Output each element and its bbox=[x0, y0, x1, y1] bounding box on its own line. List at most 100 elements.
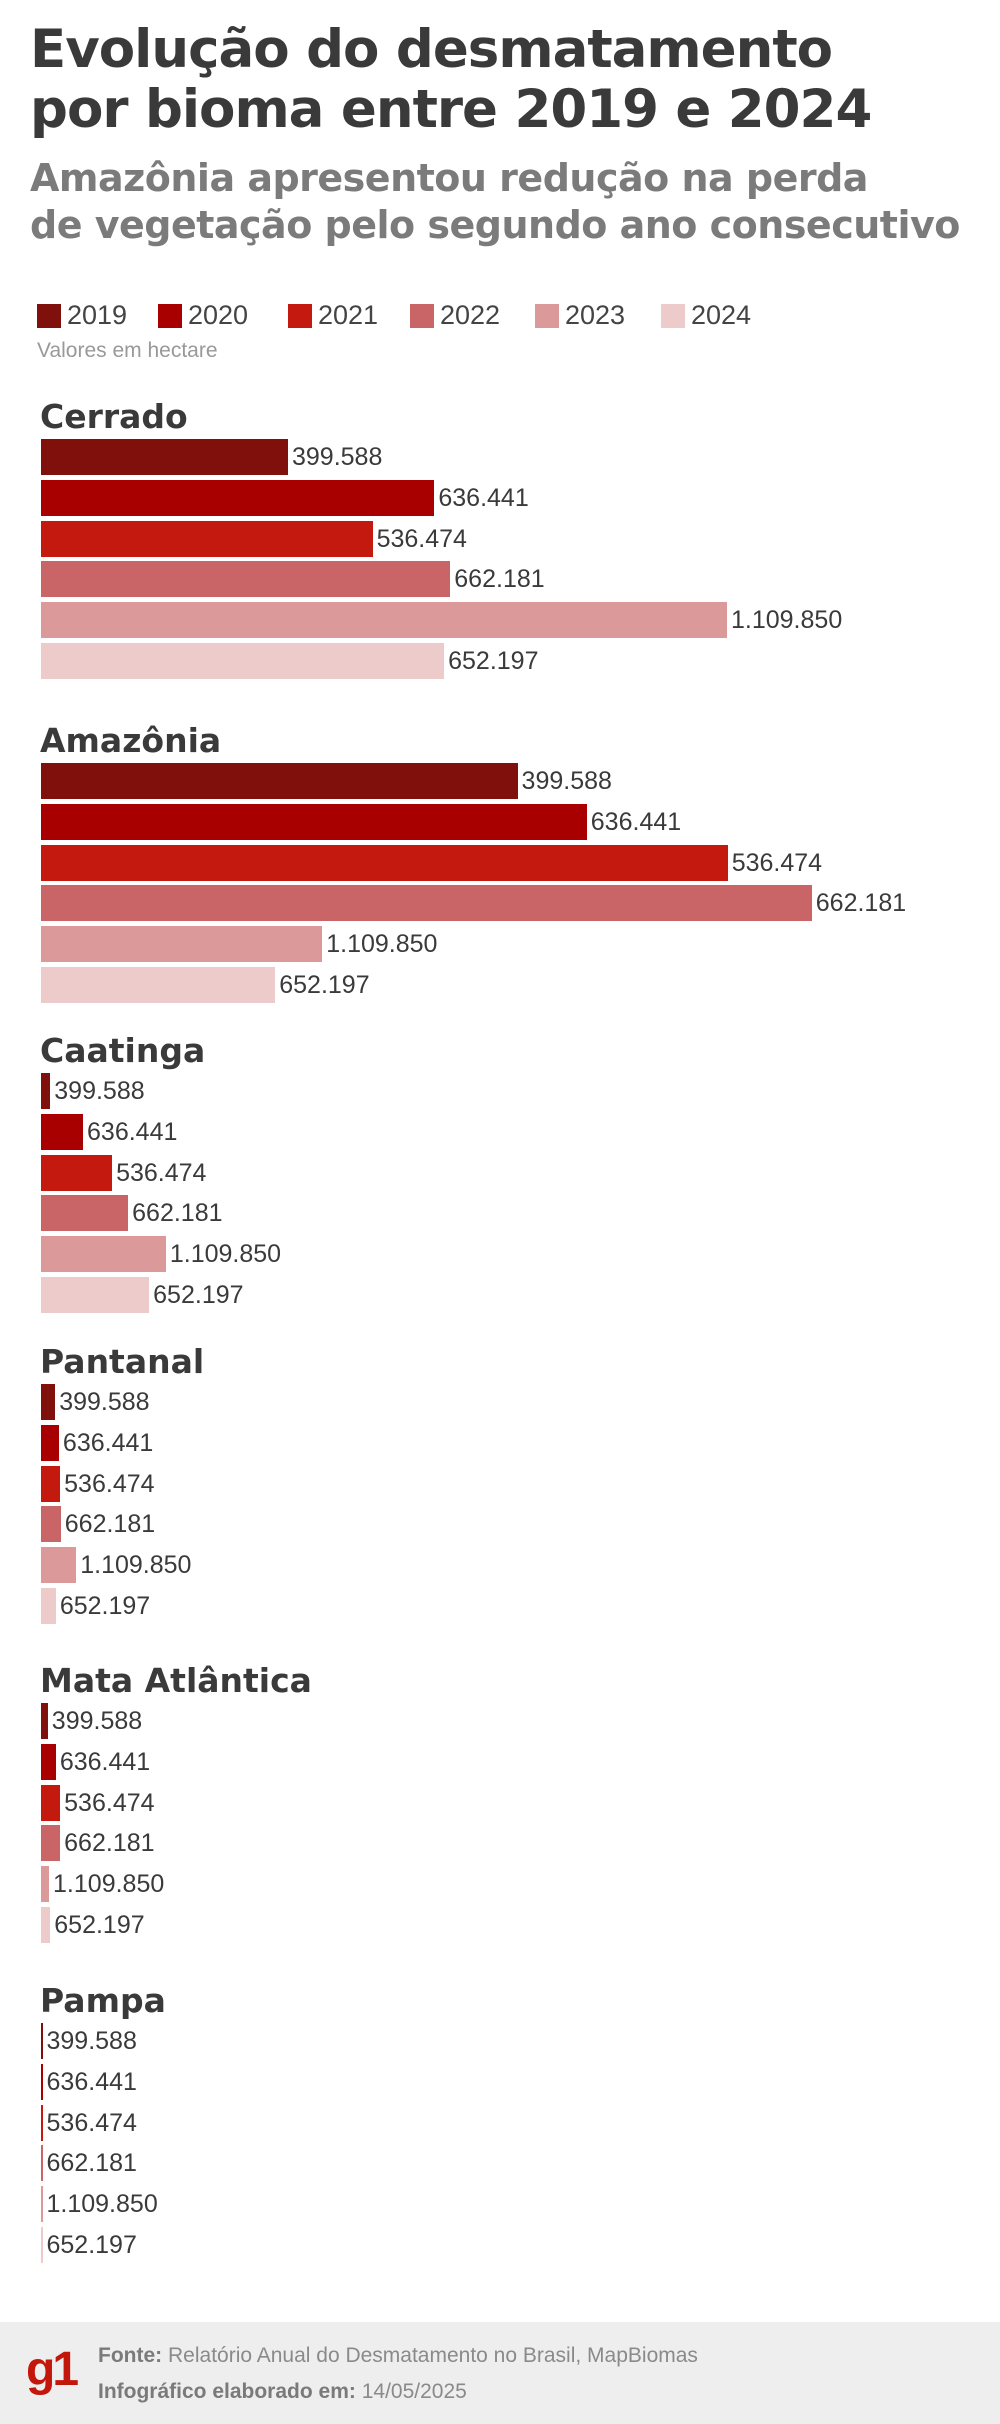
title-line-1: Evolução do desmatamento bbox=[30, 19, 833, 80]
bar-2023 bbox=[41, 1866, 50, 1903]
source-label: Fonte: bbox=[98, 2344, 163, 2367]
data-label: 536.474 bbox=[116, 1158, 207, 1187]
bar-2024 bbox=[41, 643, 445, 679]
bar-2022 bbox=[41, 561, 451, 598]
bar-2020 bbox=[41, 1424, 59, 1461]
data-label: 662.181 bbox=[64, 1829, 155, 1858]
bar-2024 bbox=[41, 967, 276, 1003]
biome-title: Cerrado bbox=[40, 397, 188, 436]
bar-2020 bbox=[41, 2063, 43, 2100]
bar-2021 bbox=[41, 1465, 61, 1502]
bar-2021 bbox=[41, 520, 373, 557]
bar-2019 bbox=[41, 439, 288, 475]
biome-title: Amazônia bbox=[40, 721, 222, 760]
bar-2024 bbox=[41, 2227, 43, 2263]
data-label: 399.588 bbox=[54, 1077, 145, 1105]
legend-item-2020: 2020 bbox=[158, 300, 248, 331]
bar-2019 bbox=[41, 1384, 56, 1420]
bar-2023 bbox=[41, 926, 323, 963]
data-label: 399.588 bbox=[521, 767, 612, 795]
legend-item-2022: 2022 bbox=[410, 300, 500, 331]
data-label: 399.588 bbox=[291, 443, 383, 471]
bar-2020 bbox=[41, 479, 435, 516]
data-label: 636.441 bbox=[438, 483, 529, 512]
data-label: 399.588 bbox=[46, 2027, 137, 2055]
data-label: 536.474 bbox=[376, 524, 467, 553]
legend-swatch bbox=[37, 303, 61, 328]
subtitle: Amazônia apresentou redução na perda de … bbox=[30, 155, 960, 249]
bar-2021 bbox=[41, 1784, 61, 1821]
bar-2019 bbox=[41, 1703, 48, 1739]
data-label: 536.474 bbox=[731, 848, 823, 877]
data-label: 636.441 bbox=[59, 1747, 151, 1776]
data-label: 662.181 bbox=[815, 889, 907, 918]
data-label: 636.441 bbox=[46, 2067, 137, 2096]
legend-item-2024: 2024 bbox=[661, 300, 751, 331]
legend-label: 2022 bbox=[440, 300, 501, 330]
data-label: 652.197 bbox=[448, 647, 539, 675]
data-label: 652.197 bbox=[59, 1592, 151, 1620]
legend-label: 2024 bbox=[691, 300, 752, 330]
biome-title: Pantanal bbox=[40, 1342, 205, 1381]
date-value: 14/05/2025 bbox=[361, 2380, 467, 2403]
data-label: 536.474 bbox=[64, 1788, 155, 1817]
date-line: Infográfico elaborado em: 14/05/2025 bbox=[98, 2380, 467, 2404]
legend-label: 2023 bbox=[565, 300, 626, 330]
legend-item-2023: 2023 bbox=[535, 300, 625, 331]
subtitle-line-2: de vegetação pelo segundo ano consecutiv… bbox=[30, 203, 960, 247]
bar-2024 bbox=[41, 1907, 51, 1943]
subtitle-line-1: Amazônia apresentou redução na perda bbox=[30, 156, 868, 200]
bar-2024 bbox=[41, 1277, 150, 1313]
data-label: 652.197 bbox=[46, 2231, 137, 2259]
legend-label: 2019 bbox=[67, 300, 128, 330]
data-label: 662.181 bbox=[64, 1510, 156, 1539]
data-label: 399.588 bbox=[59, 1388, 150, 1416]
legend-swatch bbox=[410, 303, 434, 328]
bar-2019 bbox=[41, 2023, 43, 2059]
bar-2019 bbox=[41, 763, 518, 799]
legend-swatch bbox=[288, 303, 312, 328]
data-label: 536.474 bbox=[46, 2108, 137, 2137]
legend-item-2019: 2019 bbox=[37, 300, 127, 331]
bar-2022 bbox=[41, 885, 812, 922]
page-title: Evolução do desmatamento por bioma entre… bbox=[30, 19, 872, 140]
date-label: Infográfico elaborado em: bbox=[98, 2380, 356, 2403]
legend-swatch bbox=[158, 303, 182, 328]
data-label: 636.441 bbox=[62, 1428, 154, 1457]
legend-swatch bbox=[535, 303, 559, 328]
data-label: 636.441 bbox=[590, 807, 682, 836]
bar-2022 bbox=[41, 2145, 43, 2182]
data-label: 399.588 bbox=[51, 1707, 143, 1735]
bar-2023 bbox=[41, 2186, 43, 2223]
source-value: Relatório Anual do Desmatamento no Brasi… bbox=[168, 2344, 698, 2367]
bar-2023 bbox=[41, 602, 727, 639]
data-label: 662.181 bbox=[132, 1199, 223, 1228]
data-label: 662.181 bbox=[46, 2149, 137, 2178]
footer: g1 Fonte: Relatório Anual do Desmatament… bbox=[0, 2322, 1000, 2424]
data-label: 1.109.850 bbox=[169, 1240, 282, 1269]
legend-label: 2021 bbox=[318, 300, 379, 330]
bar-2020 bbox=[41, 1113, 84, 1150]
bar-2024 bbox=[41, 1588, 56, 1624]
title-line-2: por bioma entre 2019 e 2024 bbox=[30, 79, 872, 140]
data-label: 652.197 bbox=[54, 1911, 145, 1939]
bar-2023 bbox=[41, 1547, 77, 1584]
data-label: 636.441 bbox=[87, 1117, 178, 1146]
unit-note: Valores em hectare bbox=[37, 339, 218, 362]
bar-2020 bbox=[41, 803, 587, 840]
source-line: Fonte: Relatório Anual do Desmatamento n… bbox=[98, 2344, 698, 2368]
data-label: 662.181 bbox=[454, 565, 545, 594]
g1-logo: g1 bbox=[26, 2343, 79, 2396]
bar-2019 bbox=[41, 1073, 51, 1109]
biome-title: Caatinga bbox=[40, 1031, 206, 1070]
data-label: 652.197 bbox=[279, 971, 370, 999]
data-label: 1.109.850 bbox=[731, 606, 843, 635]
legend-swatch bbox=[661, 303, 685, 328]
data-label: 652.197 bbox=[153, 1281, 244, 1309]
bar-2021 bbox=[41, 844, 728, 881]
legend-label: 2020 bbox=[188, 300, 249, 330]
data-label: 1.109.850 bbox=[46, 2190, 158, 2219]
data-label: 536.474 bbox=[64, 1469, 155, 1498]
biome-title: Pampa bbox=[40, 1981, 166, 2020]
data-label: 1.109.850 bbox=[80, 1551, 192, 1580]
